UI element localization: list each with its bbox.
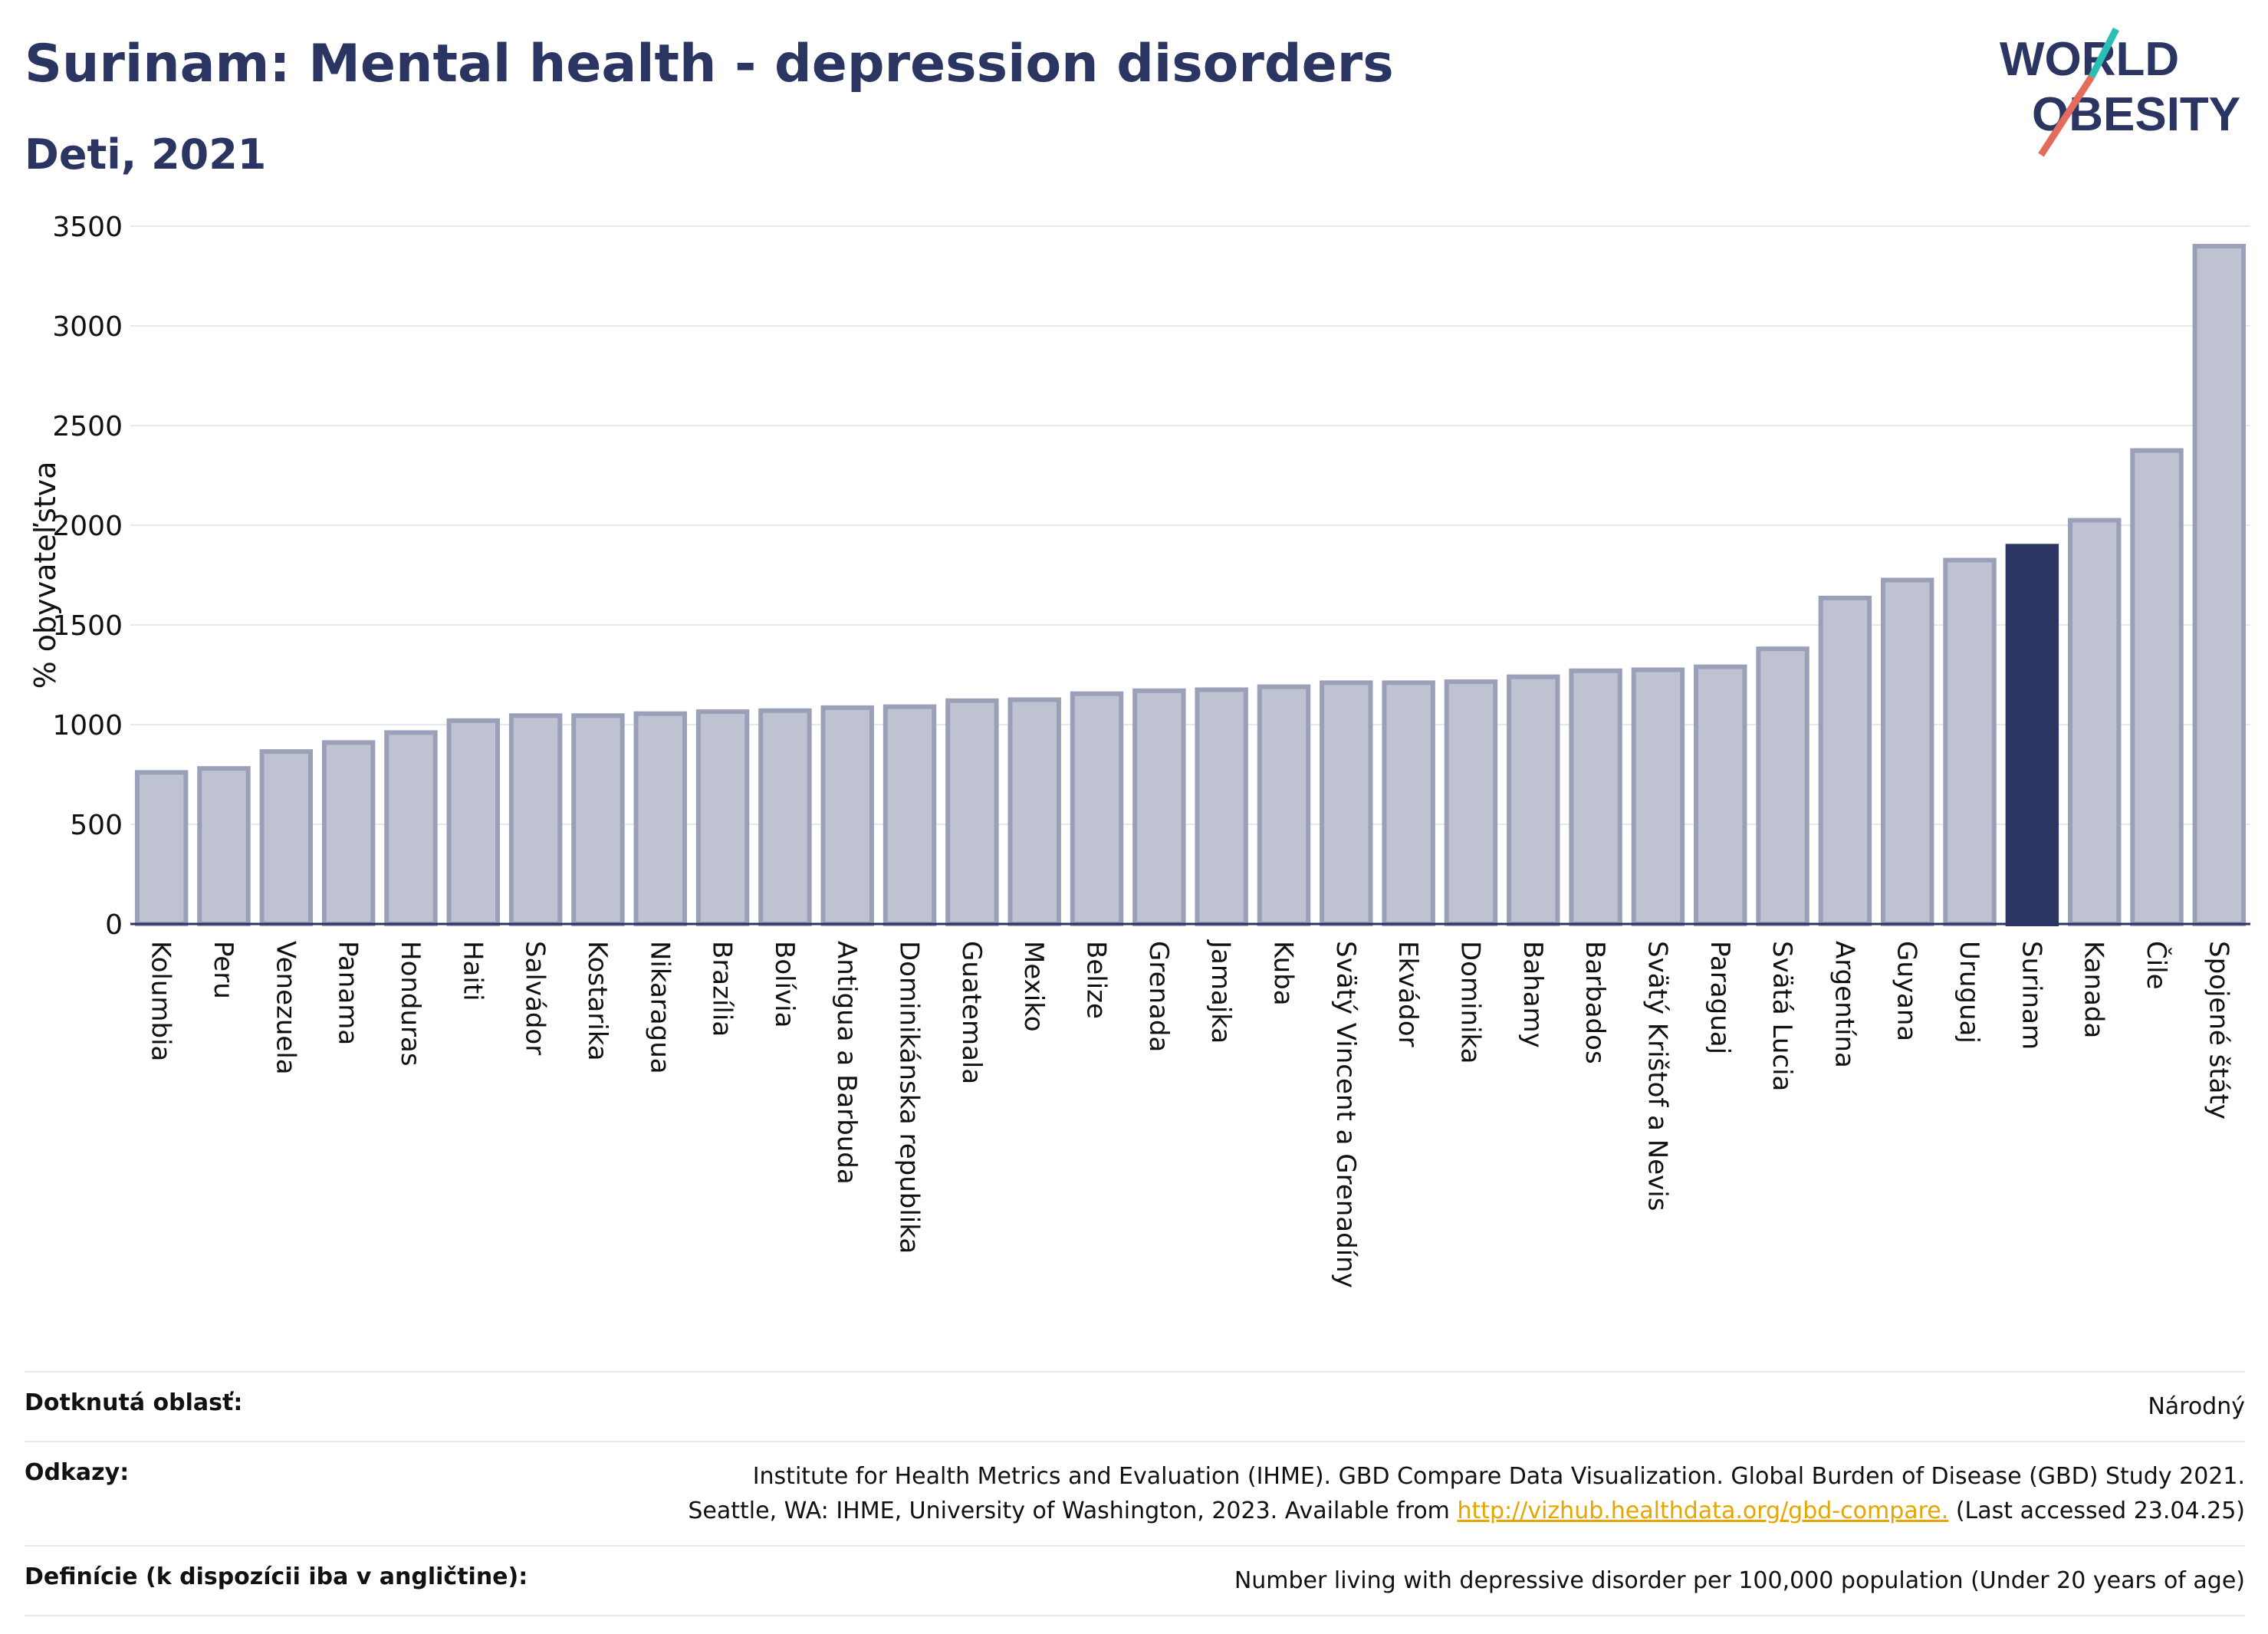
references-value: Institute for Health Metrics and Evaluat… [688,1459,2245,1528]
bar [1007,697,1061,926]
x-tick-label: Uruguaj [1954,941,1984,1044]
x-tick-label: Jamajka [1205,939,1236,1044]
gbd-compare-link[interactable]: http://vizhub.healthdata.org/gbd-compare… [1457,1498,1949,1524]
references-line1: Institute for Health Metrics and Evaluat… [752,1463,2245,1490]
bar [883,704,937,926]
bar [134,770,189,927]
x-tick-label: Ekvádor [1392,941,1423,1047]
x-tick-label: Svätá Lucia [1767,941,1797,1091]
area-value: Národný [2148,1393,2245,1420]
bar [2005,544,2059,926]
bar [1132,688,1186,926]
bar [1507,674,1560,926]
footer-row-references: Odkazy: Institute for Health Metrics and… [25,1441,2245,1545]
references-line2: Seattle, WA: IHME, University of Washing… [688,1498,2245,1524]
bar [197,766,251,927]
x-tick-label: Nikaragua [644,941,675,1074]
y-tick-label: 0 [105,909,123,941]
bar [695,709,750,926]
x-tick-label: Svätý Krištof a Nevis [1642,941,1672,1211]
y-tick-label: 3000 [52,311,123,343]
x-tick-label: Haiti [457,941,488,1001]
bar [259,749,314,926]
bar [1631,667,1685,926]
bar [1444,679,1498,926]
x-tick-label: Čile [2141,941,2172,990]
bar [1569,668,1622,926]
x-tick-label: Guatemala [956,941,987,1084]
x-tick-label: Dominikánska republika [894,941,925,1254]
x-tick-label: Kostarika [582,941,613,1061]
references-label: Odkazy: [25,1459,130,1486]
chart-subtitle: Deti, 2021 [25,130,267,179]
area-label: Dotknutá oblasť: [25,1389,243,1416]
y-tick-label: 1000 [52,710,123,741]
bar [1943,557,1997,926]
x-tick-label: Kuba [1267,941,1298,1006]
definitions-label: Definície (k dispozícii iba v angličtine… [25,1563,528,1590]
x-tick-label: Peru [208,941,238,999]
bar [2130,448,2184,926]
bar [945,698,999,926]
footer-table: Dotknutá oblasť: Národný Odkazy: Institu… [25,1371,2245,1616]
y-tick-label: 3500 [52,212,123,243]
bar-chart: 0 500 1000 1500 2000 2500 3000 3500 Kolumbia Per… [28,212,2250,1288]
x-tick-label: Dominika [1454,941,1485,1064]
bar [633,711,687,926]
bar [1818,595,1872,927]
bar [1881,577,1934,926]
x-tick-label: Salvádor [520,941,551,1055]
bar [1382,680,1435,927]
world-obesity-logo: WORLD OBESITY [2000,27,2240,157]
y-tick-label: 2000 [52,511,123,542]
footer-row-area: Dotknutá oblasť: Národný [25,1371,2245,1441]
y-tick-label: 500 [70,810,123,841]
bar [321,740,376,927]
logo-slash-red [2038,74,2095,157]
x-tick-label: Barbados [1579,941,1610,1064]
bar [1070,691,1124,926]
x-tick-label: Honduras [395,941,426,1067]
bar [1756,646,1809,926]
bar [1694,664,1747,926]
x-tick-label: Argentína [1829,941,1859,1068]
x-tick-label: Mexiko [1018,941,1049,1032]
x-tick-label: Venezuela [270,941,301,1075]
x-tick-label: Spojené štáty [2203,941,2233,1119]
bar [820,705,874,927]
bar [758,708,812,926]
y-axis-label: % obyvateľstva [28,462,62,689]
bar [446,718,500,926]
logo-slash-teal [2089,27,2119,79]
y-axis-ticks: 0 500 1000 1500 2000 2500 3000 3500 [52,212,123,941]
bars [134,244,2247,927]
y-tick-label: 2500 [52,411,123,442]
x-tick-label: Grenada [1143,941,1174,1052]
bar [508,713,563,926]
x-tick-label: Antigua a Barbuda [831,941,862,1185]
x-tick-label: Kolumbia [146,941,176,1061]
bar [1195,687,1248,926]
x-tick-label: Kanada [2079,941,2109,1038]
x-tick-label: Panama [333,941,363,1045]
x-tick-label: Svätý Vincent a Grenadíny [1330,941,1361,1288]
chart-title: Surinam: Mental health - depression diso… [25,34,1394,94]
x-tick-label: Bahamy [1517,941,1548,1048]
bar [1320,680,1373,927]
x-axis-labels: Kolumbia Peru Venezuela Panama Honduras Haiti… [146,939,2234,1288]
x-tick-label: Surinam [2016,941,2046,1050]
bar [2067,518,2122,926]
x-tick-label: Guyana [1892,941,1922,1041]
bar [1257,684,1311,926]
x-tick-label: Paraguaj [1704,941,1735,1054]
bar [571,713,625,926]
bar [2192,244,2247,926]
x-tick-label: Brazília [707,941,738,1037]
x-tick-label: Belize [1081,941,1112,1019]
bar [384,730,438,927]
x-tick-label: Bolívia [769,941,800,1027]
footer-row-definitions: Definície (k dispozícii iba v angličtine… [25,1545,2245,1616]
definitions-value: Number living with depressive disorder p… [1234,1567,2245,1594]
y-tick-label: 1500 [52,610,123,642]
